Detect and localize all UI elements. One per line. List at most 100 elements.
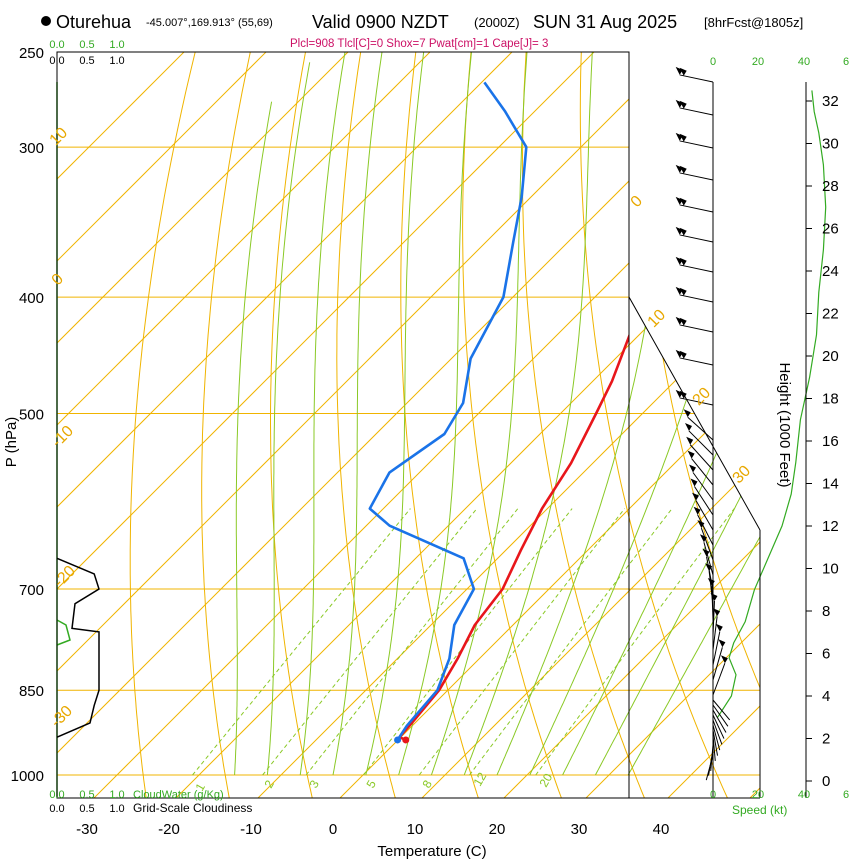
wind-barb-shaft xyxy=(695,500,714,531)
speed-tick-label-bottom: 6 xyxy=(843,789,849,801)
wind-barb-flag xyxy=(679,165,687,174)
wind-barb xyxy=(712,639,726,681)
wind-barb xyxy=(685,423,714,456)
height-tick-label: 6 xyxy=(822,646,830,663)
temperature-tick-label: -20 xyxy=(158,821,180,838)
wind-barb-flag xyxy=(720,655,728,664)
cloudwater-tick-label-bottom: 0.5 xyxy=(79,789,94,801)
pressure-tick-label: 700 xyxy=(19,582,44,599)
wind-barb-flag xyxy=(675,99,683,108)
wind-barb xyxy=(712,709,727,733)
height-tick-label: 28 xyxy=(822,178,839,195)
mixing-ratio-label: 8 xyxy=(419,777,435,790)
height-tick-label: 20 xyxy=(822,348,839,365)
height-tick-label: 18 xyxy=(822,391,839,408)
wind-barb-shaft xyxy=(679,74,714,83)
wind-barb xyxy=(675,99,714,116)
wind-barb xyxy=(712,655,728,696)
pressure-tick-label: 850 xyxy=(19,683,44,700)
mixing-ratio-line xyxy=(262,508,478,776)
isotherm-line xyxy=(250,52,760,798)
isotherm-line xyxy=(57,52,232,798)
moist-adiabat xyxy=(562,52,760,776)
wind-panel xyxy=(675,66,827,781)
mixing-ratio-line xyxy=(363,508,573,776)
isotherm-label: -10 xyxy=(49,423,77,451)
isotherm-line xyxy=(168,52,760,798)
cloudwater-tick-label-bottom: 0.0 xyxy=(49,789,64,801)
wind-barb-shaft xyxy=(712,729,719,756)
wind-barb-shaft xyxy=(712,616,718,651)
wind-barb-flag xyxy=(686,436,694,445)
mixing-ratio-line xyxy=(305,508,519,776)
cloudiness-tick-label-bottom: 1.0 xyxy=(109,803,124,815)
wind-barb xyxy=(697,520,714,561)
wind-barb-flag xyxy=(675,256,683,265)
wind-barb-flag xyxy=(675,286,683,295)
wind-barb-flag xyxy=(679,317,687,326)
height-tick-label: 10 xyxy=(822,561,839,578)
wind-barb-flag xyxy=(702,548,710,557)
stability-indices: Plcl=908 Tlcl[C]=0 Shox=7 Pwat[cm]=1 Cap… xyxy=(290,38,548,50)
height-tick-label: 26 xyxy=(822,221,839,238)
height-tick-label: 24 xyxy=(822,263,839,280)
wind-barb xyxy=(675,132,714,149)
height-tick-label: 30 xyxy=(822,136,839,153)
temperature-tick-label: 10 xyxy=(407,821,424,838)
wind-barb xyxy=(675,389,714,406)
isotherm-label: 30 xyxy=(730,462,755,487)
wind-barb-shaft xyxy=(712,662,726,696)
wind-barb-flag xyxy=(675,132,683,141)
height-tick-label: 4 xyxy=(822,688,830,705)
mixing-ratio-label: 5 xyxy=(363,777,379,790)
wind-barb-shaft xyxy=(705,754,714,781)
isotherm-line xyxy=(57,52,314,798)
wind-barb-shaft xyxy=(712,647,723,681)
wind-barb-flag xyxy=(705,563,713,572)
height-tick-label: 2 xyxy=(822,731,830,748)
wind-barb-flag xyxy=(685,423,692,431)
cloudiness-tick-label-top: 0.0 xyxy=(49,55,64,67)
temperature-tick-label: 0 xyxy=(329,821,337,838)
utc-time: (2000Z) xyxy=(474,15,520,30)
mixing-ratio-line xyxy=(192,508,411,776)
wind-barb-flag xyxy=(710,593,718,601)
wind-barb-flag xyxy=(679,350,687,359)
height-tick-label: 16 xyxy=(822,433,839,450)
wind-barb-shaft xyxy=(692,472,714,501)
wind-barb xyxy=(683,409,714,441)
wind-barb-shaft xyxy=(712,709,727,733)
wind-barb xyxy=(675,349,714,366)
speed-label: Speed (kt) xyxy=(732,803,787,817)
wind-barb-shaft xyxy=(691,458,714,486)
wind-barb-shaft xyxy=(712,631,721,666)
wind-barb-shaft xyxy=(679,357,714,366)
dry-adiabat xyxy=(462,52,563,798)
dry-adiabat xyxy=(336,52,397,798)
wind-barb-flag xyxy=(693,506,701,515)
wind-barb-flag xyxy=(679,100,687,109)
valid-time: Valid 0900 NZDT xyxy=(312,12,449,32)
forecast-tag: [8hrFcst@1805z] xyxy=(704,15,803,30)
wind-barb-flag xyxy=(687,450,695,459)
wind-barb xyxy=(712,724,721,751)
pressure-tick-label: 300 xyxy=(19,140,44,157)
wind-barb-shaft xyxy=(712,699,731,721)
dewpoint-profile xyxy=(368,81,528,741)
dry-adiabat xyxy=(201,52,256,798)
temperature-tick-label: 30 xyxy=(571,821,588,838)
temperature-profile xyxy=(398,332,629,742)
wind-barb-shaft xyxy=(687,416,714,441)
wind-barb-flag xyxy=(679,257,687,266)
wind-barb-shaft xyxy=(679,324,714,333)
pressure-tick-label: 400 xyxy=(19,290,44,307)
wind-barb-shaft xyxy=(712,714,725,739)
wind-barb-flag xyxy=(697,520,705,529)
height-tick-label: 8 xyxy=(822,603,830,620)
wind-barb-flag xyxy=(679,390,687,399)
isotherm-line xyxy=(57,52,724,798)
mixing-ratio-line xyxy=(469,508,673,776)
isotherm-label: -20 xyxy=(51,563,79,591)
speed-tick-label-top: 6 xyxy=(843,56,849,68)
cloudwater-tick-label-top: 0.5 xyxy=(79,39,94,51)
